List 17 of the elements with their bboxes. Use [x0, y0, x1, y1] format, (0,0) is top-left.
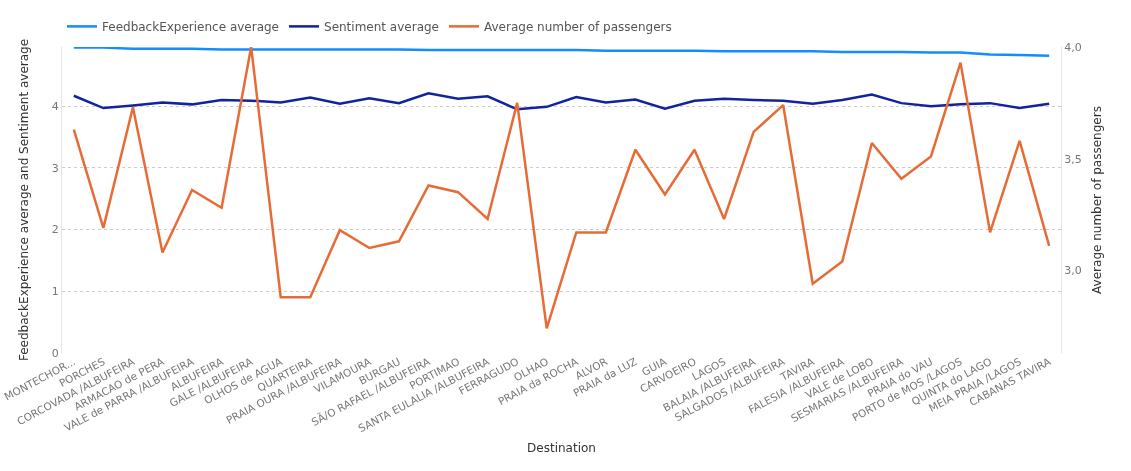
legend-label: FeedbackExperience average — [102, 20, 280, 35]
y2-tick-label: 3,5 — [1064, 152, 1082, 166]
legend-label: Average number of passengers — [483, 20, 672, 35]
line-series — [72, 47, 1051, 330]
y2-axis-title: Average number of passengers — [1090, 106, 1104, 294]
y-tick-label: 1 — [51, 285, 59, 299]
y-tick-label: 2 — [51, 223, 59, 237]
y2-tick-label: 3,0 — [1064, 264, 1082, 278]
line-series — [72, 92, 1051, 111]
x-axis-title: Destination — [527, 441, 596, 456]
y-tick-label: 0 — [51, 346, 59, 360]
legend-label: Sentiment average — [324, 20, 439, 35]
y2-tick-label: 4,0 — [1064, 40, 1082, 54]
y-tick-label: 4 — [51, 100, 59, 114]
y-tick-label: 3 — [51, 161, 59, 175]
line-series — [72, 47, 1051, 57]
y-axis-title: FeedbackExperience average and Sentiment average — [17, 38, 31, 362]
